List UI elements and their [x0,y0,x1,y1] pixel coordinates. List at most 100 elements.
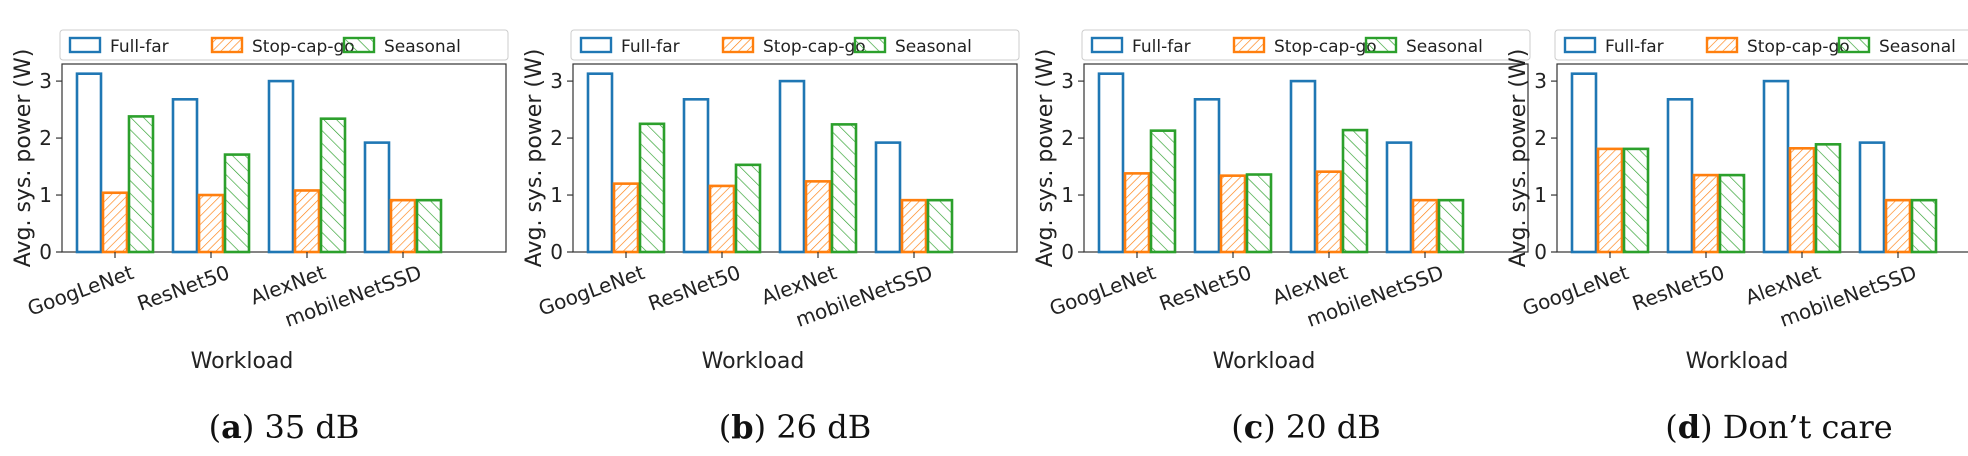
y-tick-label: 3 [39,69,52,93]
x-axis-label: Workload [1213,349,1316,374]
caption-letter: a [221,408,242,446]
x-tick-label: ResNet50 [1156,260,1255,315]
bar-full-far-resnet50 [171,98,199,254]
bar-full-far-googlenet [1097,72,1125,254]
legend-box [59,29,509,61]
legend-label: Seasonal [384,37,461,57]
y-tick-label: 0 [39,240,52,264]
bar-stop-cap-go-mobilenetssd [1411,198,1439,254]
legend: Full-far Stop-cap-go Seasonal [59,29,509,61]
bar-full-far-resnet50 [1666,98,1694,254]
bar-stop-cap-go-resnet50 [1692,173,1720,254]
legend-label: Stop-cap-go [1274,37,1377,57]
bar-full-far-resnet50 [1193,98,1221,254]
bar-seasonal-mobilenetssd [1910,198,1938,254]
bar-seasonal-resnet50 [223,153,251,254]
legend-box [1081,29,1531,61]
bar-stop-cap-go-resnet50 [708,184,736,254]
bar-stop-cap-go-alexnet [293,189,321,254]
legend-label: Full-far [1132,37,1191,57]
bar-stop-cap-go-googlenet [1596,147,1624,254]
bar-stop-cap-go-mobilenetssd [900,198,928,254]
y-tick-label: 1 [1061,183,1074,207]
y-tick-label: 3 [1534,69,1547,93]
bar-stop-cap-go-resnet50 [197,193,225,254]
bar-stop-cap-go-googlenet [612,182,640,254]
legend-swatch [210,36,244,54]
x-tick-label: ResNet50 [645,260,744,315]
y-axis-label: Avg. sys. power (W) [11,49,36,268]
bar-full-far-googlenet [1570,72,1598,254]
y-tick-label: 1 [1534,183,1547,207]
legend-swatch [721,36,755,54]
panel-caption-b: (b) 26 dB [718,408,872,446]
bar-full-far-alexnet [1289,79,1317,254]
legend-swatch [1563,36,1597,54]
y-tick-label: 3 [550,69,563,93]
legend-swatch [1364,36,1398,54]
x-tick-label: GoogLeNet [24,260,137,321]
bar-stop-cap-go-resnet50 [1219,174,1247,254]
legend-swatch [1837,36,1871,54]
legend-swatch [853,36,887,54]
legend: Full-far Stop-cap-go Seasonal [1554,29,1968,61]
bar-seasonal-resnet50 [1718,173,1746,254]
y-tick-label: 2 [550,126,563,150]
bar-full-far-mobilenetssd [363,141,391,254]
legend-swatch [579,36,613,54]
legend-swatch [68,36,102,54]
x-tick-label: GoogLeNet [1046,260,1159,321]
legend: Full-far Stop-cap-go Seasonal [570,29,1020,61]
y-tick-label: 1 [550,183,563,207]
bar-seasonal-alexnet [1341,128,1369,254]
bar-full-far-resnet50 [682,98,710,254]
bar-full-far-alexnet [778,79,806,254]
caption-text: Don’t care [1722,408,1893,446]
x-tick-label: ResNet50 [1629,260,1728,315]
x-axis-label: Workload [702,349,805,374]
bar-stop-cap-go-googlenet [1123,172,1151,254]
y-tick-label: 3 [1061,69,1074,93]
bar-seasonal-googlenet [638,122,666,254]
bar-seasonal-alexnet [1814,143,1842,254]
legend-label: Seasonal [895,37,972,57]
bar-seasonal-mobilenetssd [1437,198,1465,254]
bar-stop-cap-go-alexnet [1788,147,1816,254]
legend-box [570,29,1020,61]
bar-full-far-googlenet [75,72,103,254]
y-tick-label: 0 [550,240,563,264]
y-tick-label: 2 [1061,126,1074,150]
bar-seasonal-alexnet [319,117,347,254]
legend-label: Stop-cap-go [1747,37,1850,57]
bar-seasonal-googlenet [1622,147,1650,254]
y-axis-label: Avg. sys. power (W) [1033,49,1058,268]
bar-seasonal-resnet50 [1245,173,1273,254]
bar-full-far-alexnet [1762,79,1790,254]
y-tick-label: 1 [39,183,52,207]
legend-swatch [1705,36,1739,54]
legend-swatch [1090,36,1124,54]
legend-label: Full-far [621,37,680,57]
bar-seasonal-alexnet [830,123,858,254]
legend-label: Seasonal [1879,37,1956,57]
bar-seasonal-googlenet [1149,129,1177,254]
panel-caption-c: (c) 20 dB [1231,408,1381,446]
bar-seasonal-mobilenetssd [926,198,954,254]
bar-stop-cap-go-googlenet [101,191,129,254]
legend-label: Full-far [110,37,169,57]
bar-stop-cap-go-alexnet [804,180,832,254]
legend-label: Stop-cap-go [252,37,355,57]
y-tick-label: 2 [39,126,52,150]
x-tick-label: GoogLeNet [535,260,648,321]
caption-text: 35 dB [264,408,360,446]
bar-full-far-mobilenetssd [874,141,902,254]
x-tick-label: ResNet50 [134,260,233,315]
bar-stop-cap-go-mobilenetssd [389,198,417,254]
bar-seasonal-resnet50 [734,163,762,254]
bar-stop-cap-go-alexnet [1315,170,1343,254]
bar-seasonal-mobilenetssd [415,198,443,254]
